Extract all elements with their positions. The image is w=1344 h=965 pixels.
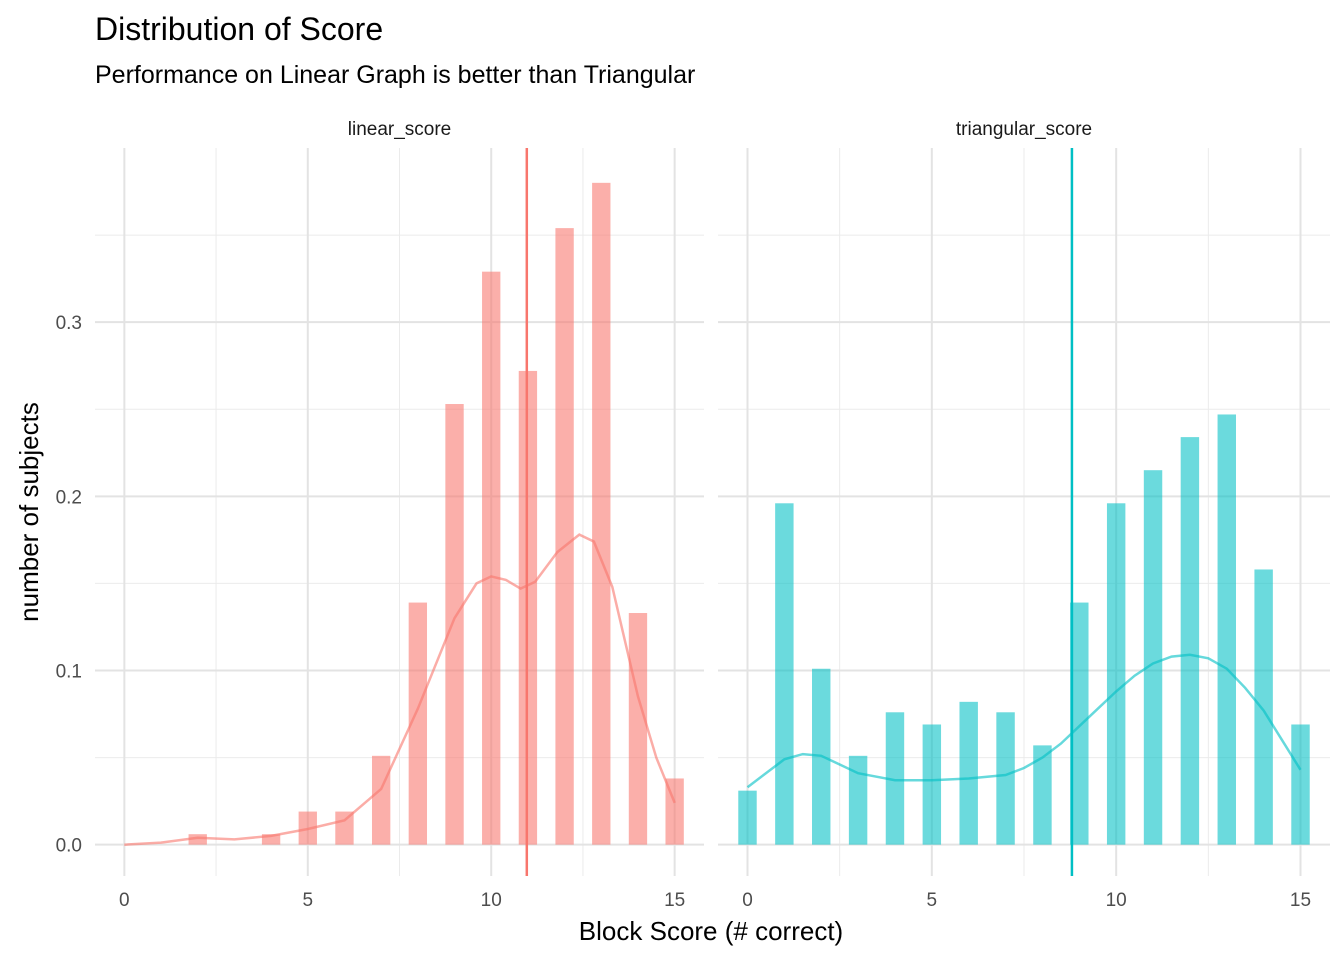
panel-linear-score: linear_score 0 5 10 15 bbox=[95, 119, 704, 911]
histogram-bar bbox=[1106, 503, 1126, 845]
x-tick-label: 15 bbox=[1290, 890, 1311, 911]
histogram-bar bbox=[738, 790, 757, 845]
histogram-bar bbox=[959, 701, 978, 845]
histogram-bar bbox=[1143, 470, 1163, 845]
density-curve bbox=[124, 533, 676, 846]
chart-subtitle: Performance on Linear Graph is better th… bbox=[95, 61, 695, 89]
y-axis-label: number of subjects bbox=[14, 402, 44, 622]
facet-strip-label: triangular_score bbox=[956, 119, 1092, 140]
histogram-bar bbox=[1291, 724, 1310, 845]
histogram-bar bbox=[592, 182, 611, 845]
histogram-bar bbox=[335, 811, 354, 845]
x-tick-label: 0 bbox=[742, 890, 753, 911]
histogram-bar bbox=[996, 712, 1015, 845]
histogram-bar bbox=[482, 271, 501, 845]
y-tick-label: 0.2 bbox=[56, 487, 82, 508]
histogram-bar bbox=[848, 755, 868, 845]
y-tick-labels: 0.0 0.1 0.2 0.3 bbox=[56, 313, 82, 856]
x-tick-label: 5 bbox=[302, 890, 313, 911]
histogram-bar bbox=[628, 613, 648, 845]
x-tick-label: 10 bbox=[1106, 890, 1127, 911]
histogram-bar bbox=[445, 404, 464, 845]
x-tick-label: 15 bbox=[664, 890, 685, 911]
histogram-bar bbox=[371, 755, 391, 845]
chart-title: Distribution of Score bbox=[95, 11, 383, 47]
x-axis-label: Block Score (# correct) bbox=[579, 916, 843, 946]
y-tick-label: 0.0 bbox=[56, 836, 82, 857]
histogram-bar bbox=[188, 834, 207, 845]
histogram-bar bbox=[1217, 414, 1236, 845]
facet-strip-label: linear_score bbox=[348, 119, 452, 140]
histogram-bar bbox=[775, 503, 794, 845]
y-tick-label: 0.3 bbox=[56, 313, 82, 334]
histogram-bar bbox=[922, 724, 942, 845]
y-tick-label: 0.1 bbox=[56, 661, 82, 682]
histogram-bar bbox=[408, 602, 428, 845]
histogram-bar bbox=[885, 712, 905, 845]
x-tick-label: 0 bbox=[119, 890, 130, 911]
histogram-bar bbox=[1254, 569, 1273, 845]
histogram-bar bbox=[555, 228, 574, 845]
panel-triangular-score: triangular_score 0 5 10 15 bbox=[718, 119, 1330, 911]
histogram-bar bbox=[1180, 437, 1200, 845]
histogram-bar bbox=[1033, 745, 1052, 845]
histogram-bar bbox=[665, 778, 684, 845]
x-tick-label: 5 bbox=[927, 890, 938, 911]
histogram-bar bbox=[1070, 602, 1089, 845]
histogram-bar bbox=[261, 834, 281, 845]
x-tick-label: 10 bbox=[481, 890, 502, 911]
density-curve bbox=[746, 653, 1302, 789]
